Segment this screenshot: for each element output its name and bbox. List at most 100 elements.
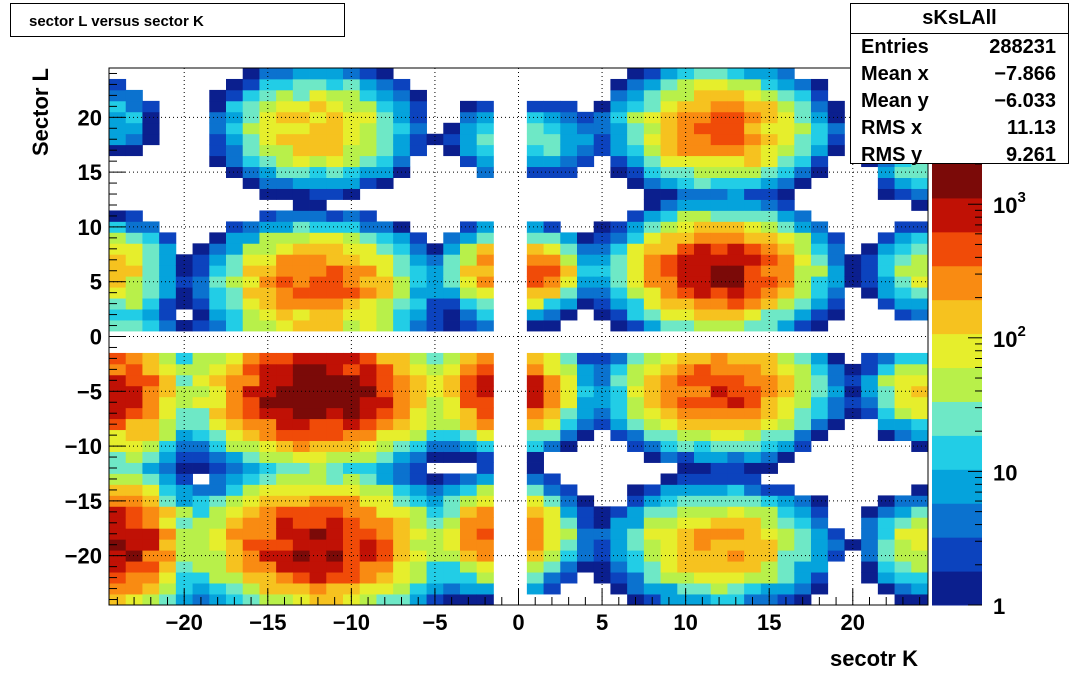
heatmap-cell <box>443 232 461 244</box>
heatmap-cell <box>209 462 227 474</box>
heatmap-cell <box>109 243 127 255</box>
heatmap-cell <box>877 539 895 551</box>
heatmap-cell <box>376 363 394 376</box>
heatmap-cell <box>894 418 912 431</box>
heatmap-cell <box>309 583 327 595</box>
heatmap-cell <box>125 352 143 365</box>
heatmap-cell <box>560 374 578 387</box>
heatmap-cell <box>376 144 394 157</box>
heatmap-cell <box>359 122 377 135</box>
heatmap-cell <box>443 440 461 452</box>
heatmap-cell <box>660 484 678 496</box>
heatmap-cell <box>643 210 661 222</box>
heatmap-cell <box>292 210 310 222</box>
heatmap-cell <box>326 583 344 595</box>
heatmap-cell <box>426 440 444 452</box>
heatmap-cell <box>125 232 143 244</box>
heatmap-cell <box>543 385 561 398</box>
heatmap-cell <box>209 287 227 299</box>
heatmap-cell <box>777 265 795 277</box>
heatmap-cell <box>744 232 762 244</box>
heatmap-cell <box>543 298 561 310</box>
heatmap-cell <box>877 528 895 540</box>
heatmap-cell <box>343 133 361 146</box>
heatmap-cell <box>460 352 478 365</box>
heatmap-cell <box>109 517 127 529</box>
heatmap-cell <box>710 144 728 157</box>
heatmap-cell <box>727 276 745 288</box>
heatmap-cell <box>543 440 561 452</box>
heatmap-cell <box>643 221 661 233</box>
heatmap-cell <box>727 111 745 124</box>
heatmap-cell <box>777 210 795 222</box>
heatmap-cell <box>727 561 745 573</box>
heatmap-cell <box>861 265 879 277</box>
heatmap-cell <box>911 374 929 387</box>
heatmap-cell <box>777 583 795 595</box>
heatmap-cell <box>292 451 310 463</box>
heatmap-cell <box>777 320 795 332</box>
heatmap-cell <box>694 265 712 277</box>
heatmap-cell <box>460 506 478 518</box>
heatmap-cell <box>359 495 377 507</box>
heatmap-cell <box>460 122 478 135</box>
heatmap-cell <box>276 122 294 135</box>
heatmap-cell <box>276 188 294 200</box>
heatmap-cell <box>710 462 728 474</box>
heatmap-cell <box>242 484 260 496</box>
heatmap-cell <box>343 68 361 80</box>
heatmap-cell <box>343 155 361 168</box>
heatmap-cell <box>460 309 478 321</box>
heatmap-cell <box>526 111 544 124</box>
heatmap-cell <box>326 320 344 332</box>
heatmap-cell <box>326 484 344 496</box>
heatmap-cell <box>242 287 260 299</box>
heatmap-cell <box>393 451 411 463</box>
heatmap-cell <box>309 155 327 168</box>
heatmap-cell <box>543 243 561 255</box>
heatmap-cell <box>476 133 494 146</box>
heatmap-cell <box>159 451 177 463</box>
heatmap-cell <box>259 550 277 562</box>
stats-row-mean-y: Mean y −6.033 <box>851 88 1068 115</box>
heatmap-cell <box>577 287 595 299</box>
heatmap-cell <box>276 572 294 584</box>
heatmap-cell <box>577 539 595 551</box>
heatmap-cell <box>827 122 845 135</box>
heatmap-cell <box>627 407 645 420</box>
heatmap-cell <box>777 396 795 409</box>
heatmap-cell <box>393 309 411 321</box>
heatmap-cell <box>694 429 712 442</box>
heatmap-cell <box>359 517 377 529</box>
heatmap-cell <box>460 473 478 485</box>
heatmap-cell <box>694 232 712 244</box>
heatmap-cell <box>777 254 795 266</box>
heatmap-cell <box>226 78 244 91</box>
heatmap-cell <box>627 484 645 496</box>
heatmap-cell <box>426 572 444 584</box>
heatmap-cell <box>777 100 795 113</box>
heatmap-cell <box>326 539 344 551</box>
heatmap-cell <box>359 572 377 584</box>
heatmap-cell <box>242 133 260 146</box>
heatmap-cell <box>292 429 310 442</box>
heatmap-cell <box>560 276 578 288</box>
heatmap-cell <box>794 396 812 409</box>
heatmap-cell <box>276 155 294 168</box>
heatmap-cell <box>727 462 745 474</box>
heatmap-cell <box>543 473 561 485</box>
heatmap-cell <box>794 583 812 595</box>
heatmap-cell <box>744 572 762 584</box>
heatmap-cell <box>526 363 544 376</box>
heatmap-cell <box>727 177 745 189</box>
heatmap-cell <box>376 484 394 496</box>
heatmap-cell <box>794 100 812 113</box>
heatmap-cell <box>643 232 661 244</box>
heatmap-cell <box>727 451 745 463</box>
heatmap-cell <box>159 506 177 518</box>
heatmap-cell <box>677 320 695 332</box>
heatmap-cell <box>710 495 728 507</box>
heatmap-cell <box>577 155 595 168</box>
heatmap-cell <box>694 440 712 452</box>
heatmap-cell <box>627 550 645 562</box>
